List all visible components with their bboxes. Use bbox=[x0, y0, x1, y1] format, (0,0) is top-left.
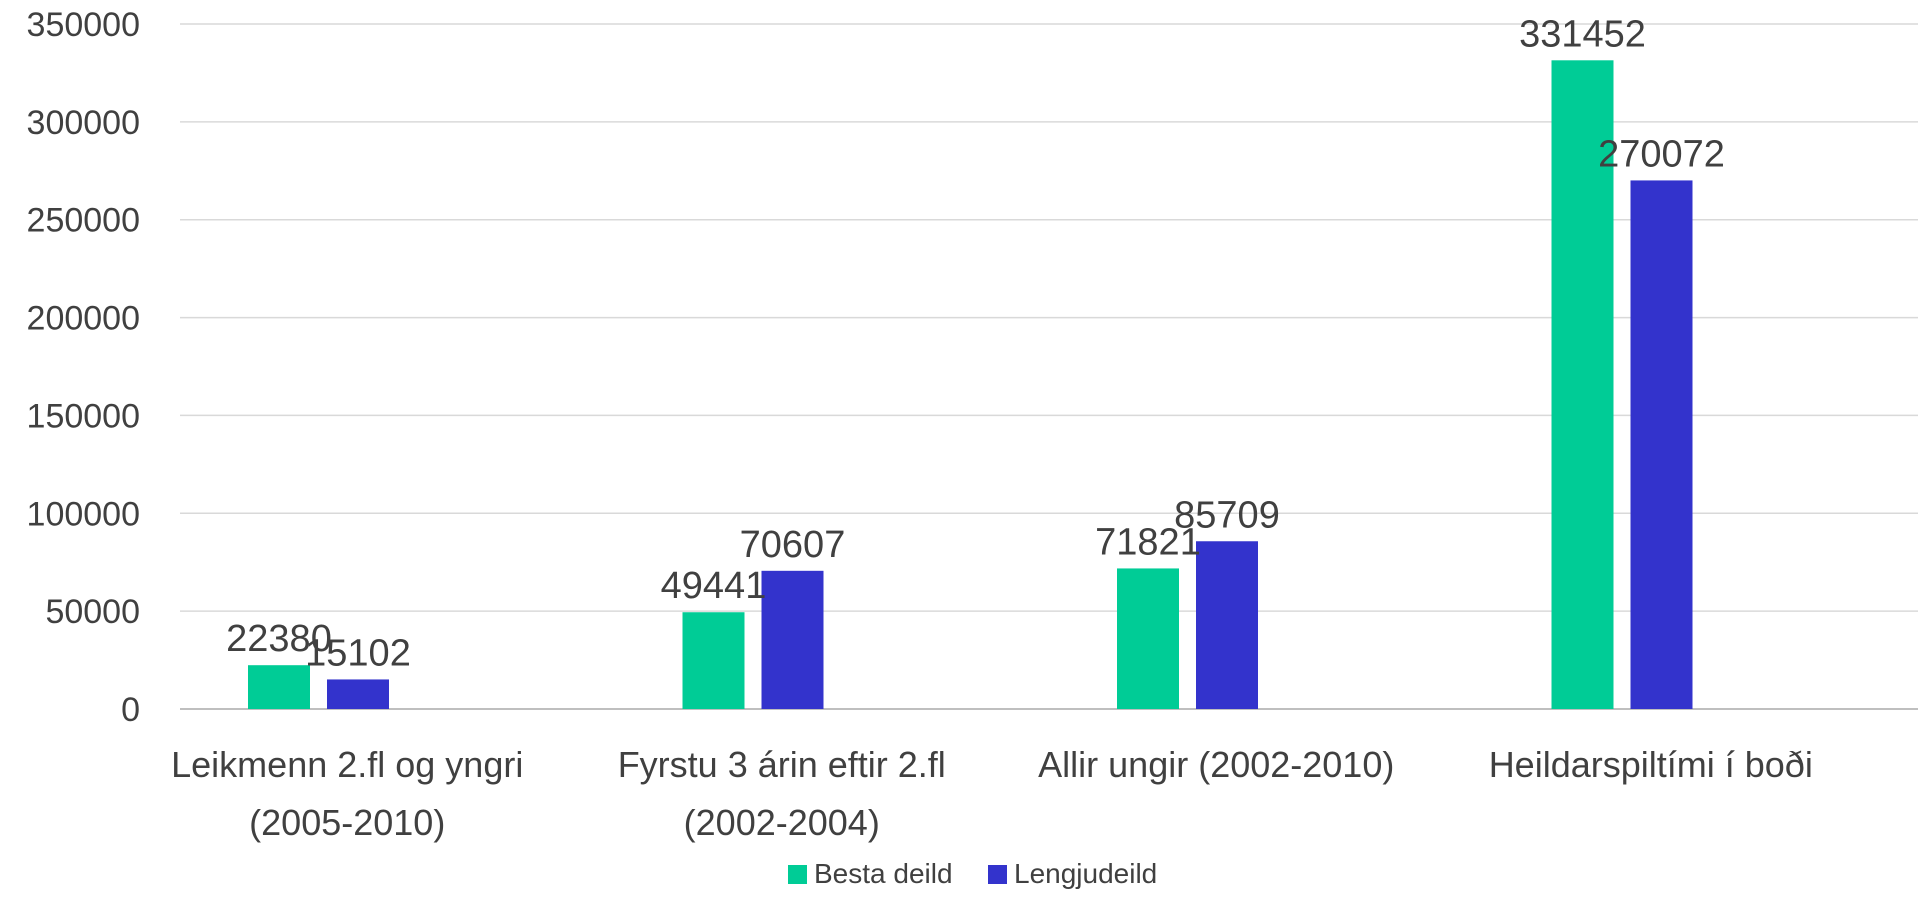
x-axis: Leikmenn 2.fl og yngri (2005-2010) Fyrstu … bbox=[171, 744, 1813, 843]
data-label: 22380 bbox=[226, 618, 332, 660]
legend-label: Lengjudeild bbox=[1014, 858, 1157, 889]
x-tick-label: Leikmenn 2.fl og yngri bbox=[171, 744, 523, 785]
bar-besta-deild bbox=[682, 612, 745, 709]
y-tick-label: 300000 bbox=[27, 104, 140, 142]
bars bbox=[248, 60, 1693, 709]
y-tick-label: 100000 bbox=[27, 495, 140, 533]
x-tick-label: (2005-2010) bbox=[249, 802, 445, 843]
bar-besta-deild bbox=[1551, 60, 1614, 709]
data-label: 71821 bbox=[1095, 521, 1201, 563]
data-label: 49441 bbox=[661, 565, 767, 607]
x-tick-label: Heildarspiltími í boði bbox=[1489, 744, 1813, 785]
x-tick-label: (2002-2004) bbox=[684, 802, 880, 843]
bar-besta-deild bbox=[248, 665, 310, 709]
data-label: 331452 bbox=[1519, 13, 1646, 55]
x-tick-label: Allir ungir (2002-2010) bbox=[1038, 744, 1394, 785]
data-label: 85709 bbox=[1174, 494, 1280, 536]
legend: Besta deild Lengjudeild bbox=[788, 858, 1157, 889]
y-axis: 0 50000 100000 150000 200000 250000 300000 3500… bbox=[27, 6, 140, 729]
data-label: 270072 bbox=[1598, 133, 1725, 175]
y-tick-label: 350000 bbox=[27, 6, 140, 44]
legend-swatch bbox=[788, 865, 807, 884]
bar-lengjudeild bbox=[1630, 180, 1693, 709]
bar-lengjudeild bbox=[1196, 541, 1258, 709]
x-tick-label: Fyrstu 3 árin eftir 2.fl bbox=[618, 744, 946, 785]
y-tick-label: 150000 bbox=[27, 397, 140, 435]
y-tick-label: 0 bbox=[121, 691, 140, 729]
bar-besta-deild bbox=[1117, 568, 1179, 709]
data-labels: 22380 49441 71821 331452 15102 70607 85709 2700… bbox=[226, 13, 1725, 674]
bar-lengjudeild bbox=[327, 679, 389, 709]
data-label: 15102 bbox=[305, 632, 411, 674]
y-tick-label: 250000 bbox=[27, 202, 140, 240]
y-tick-label: 50000 bbox=[45, 593, 140, 631]
legend-label: Besta deild bbox=[814, 858, 953, 889]
data-label: 70607 bbox=[740, 524, 846, 566]
bar-lengjudeild bbox=[761, 570, 824, 709]
gridlines bbox=[180, 23, 1918, 710]
y-tick-label: 200000 bbox=[27, 300, 140, 338]
legend-swatch bbox=[988, 865, 1007, 884]
